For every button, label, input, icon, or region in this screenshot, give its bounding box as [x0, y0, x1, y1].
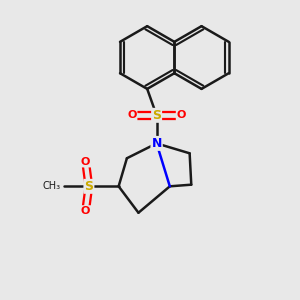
Text: O: O — [127, 110, 136, 120]
Text: CH₃: CH₃ — [43, 181, 61, 191]
Text: O: O — [81, 157, 90, 166]
Text: O: O — [81, 206, 90, 216]
Text: S: S — [152, 109, 161, 122]
Text: S: S — [84, 180, 93, 193]
Text: N: N — [152, 137, 162, 150]
Text: O: O — [177, 110, 186, 120]
